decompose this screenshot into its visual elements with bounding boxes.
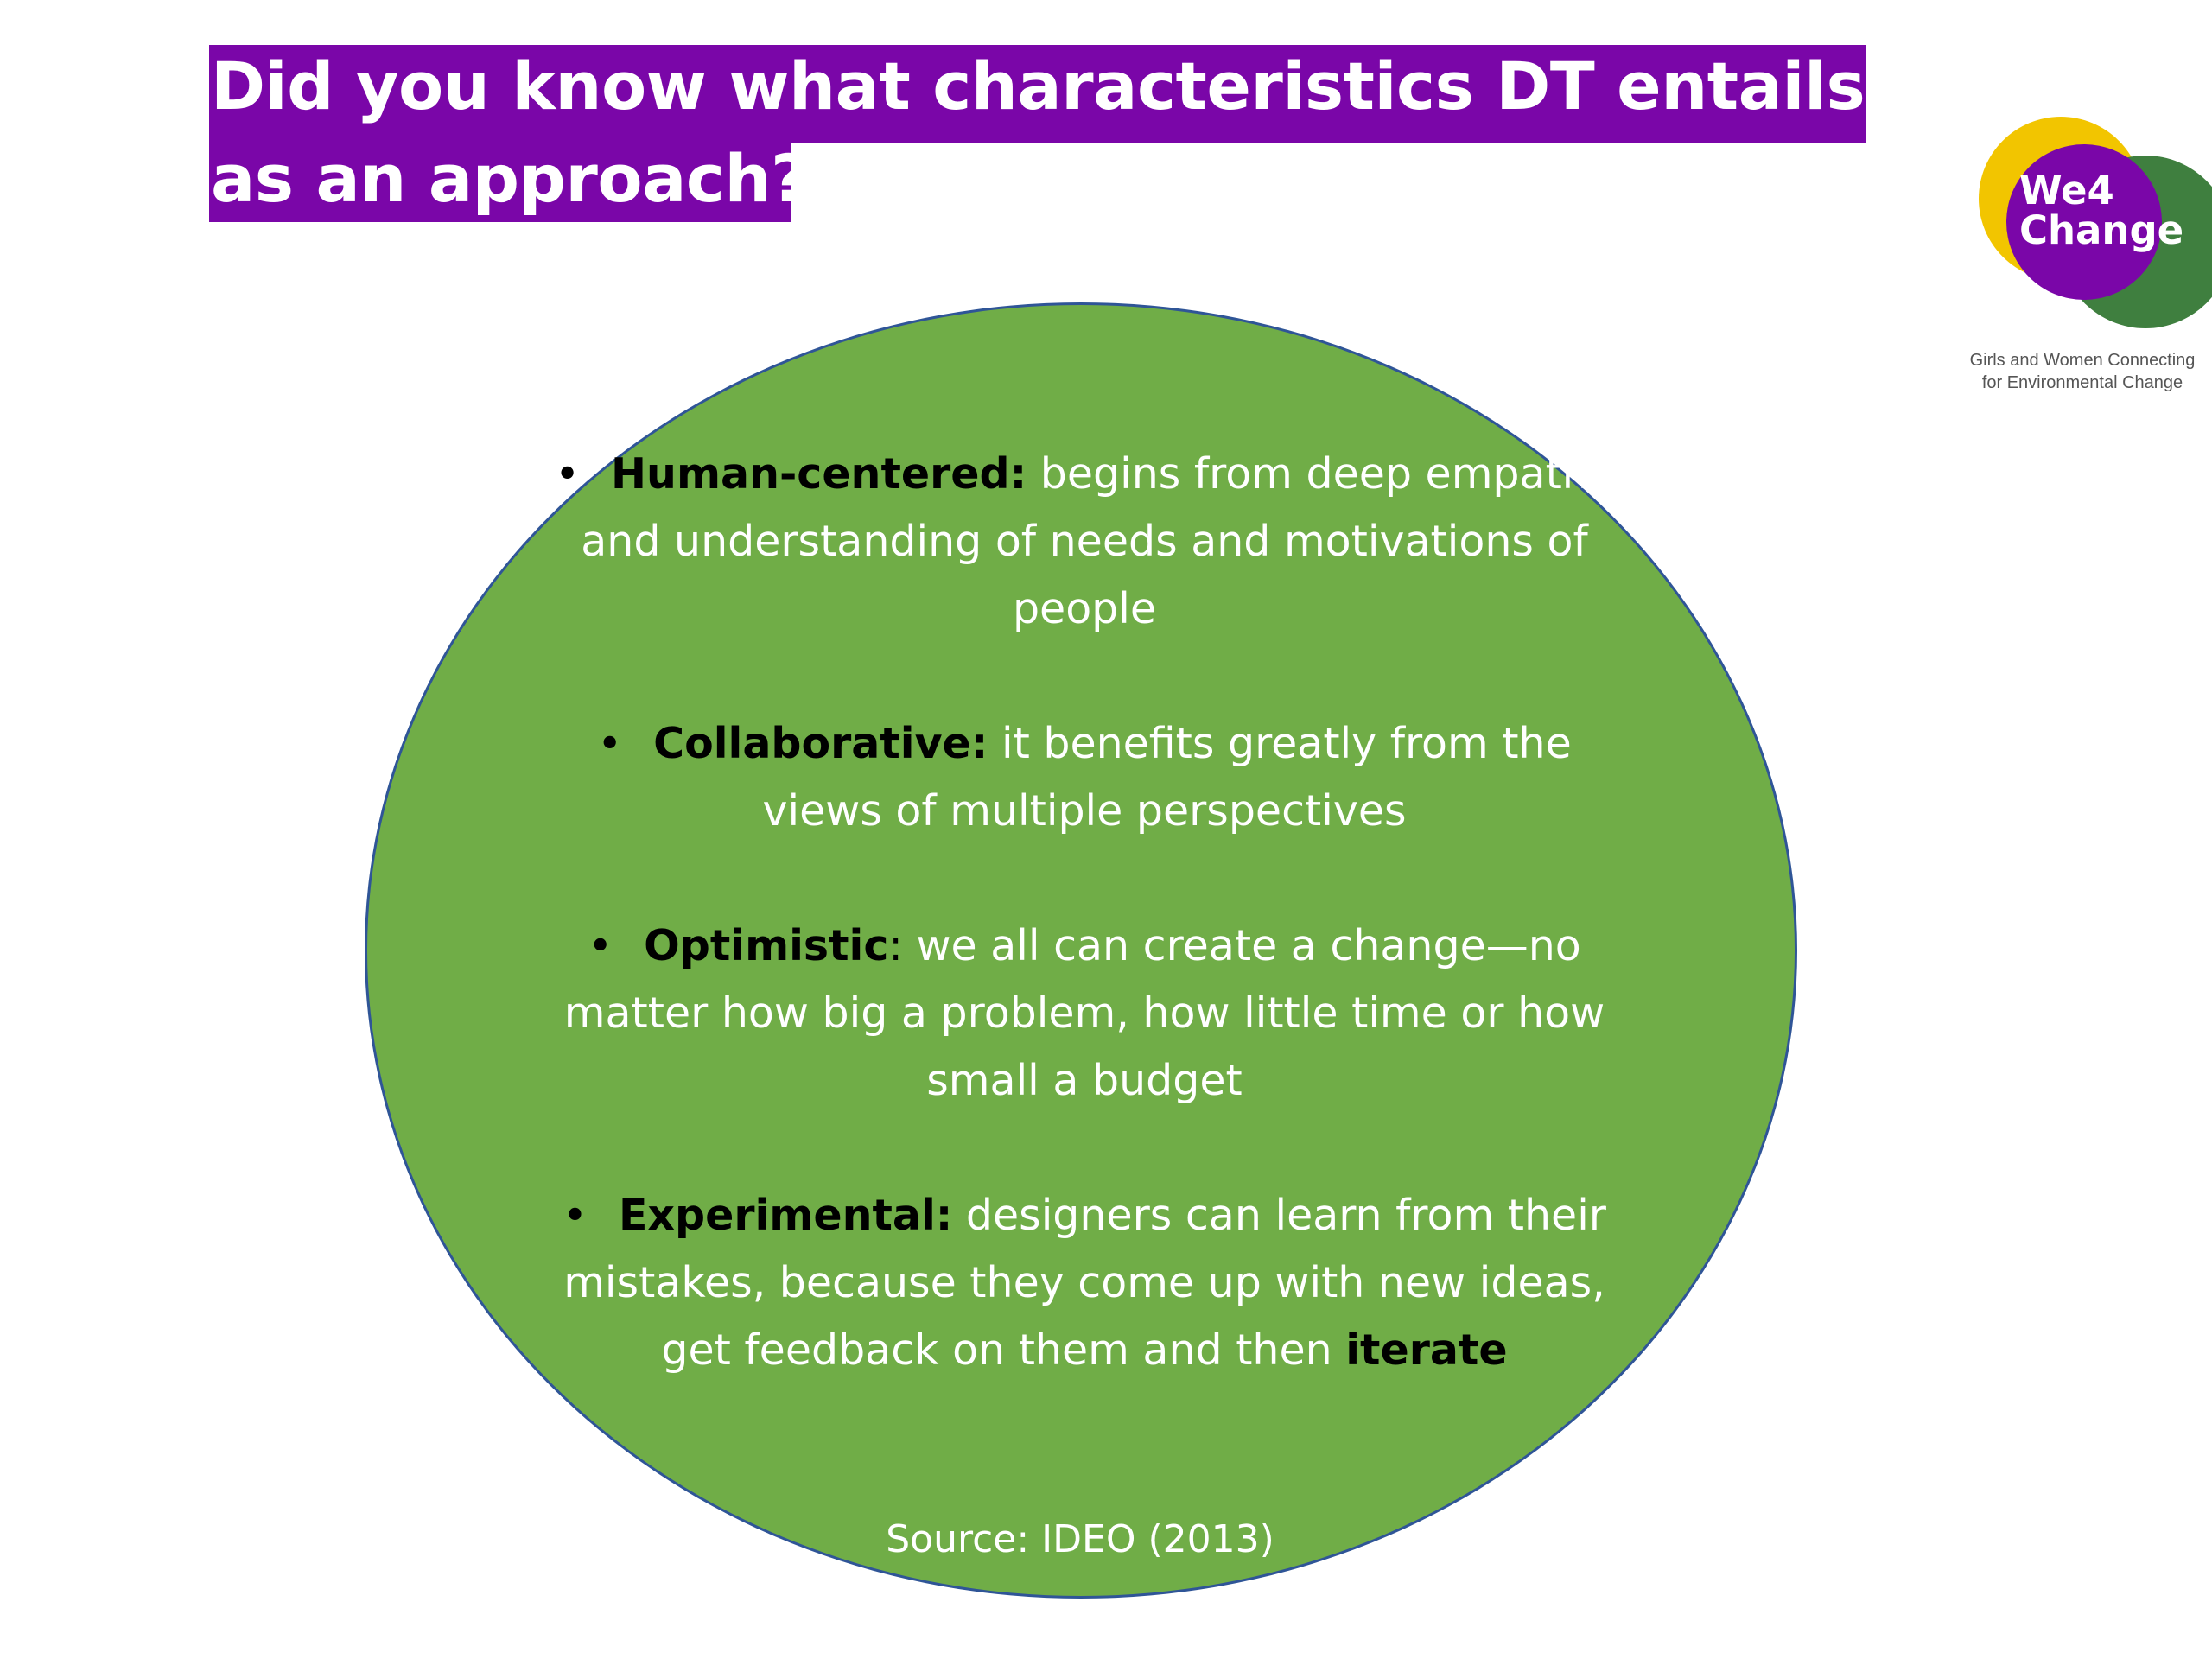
bullet: • xyxy=(588,921,613,970)
list-item-experimental: • Experimental: designers can learn from … xyxy=(553,1182,1616,1384)
logo-tagline: Girls and Women Connecting for Environme… xyxy=(1948,349,2212,394)
bullet: • xyxy=(555,449,581,499)
list-item-optimistic: • Optimistic: we all can create a change—… xyxy=(553,912,1616,1115)
green-ellipse xyxy=(365,302,1797,1599)
slide-title: Did you know what characteristics DT ent… xyxy=(209,45,1868,226)
logo-circles-icon xyxy=(1979,117,2212,328)
bullet: • xyxy=(563,1191,588,1240)
list-item-human-centered: • Human-centered: begins from deep empath… xyxy=(553,441,1616,643)
logo-word-line-1: We4 xyxy=(2019,168,2114,213)
logo-word-line-2: Change xyxy=(2019,207,2184,253)
description-human-centered: begins from deep empathy and understandi… xyxy=(581,449,1614,633)
title-line-2: as an approach? xyxy=(209,143,809,222)
logo-wordmark: We4 Change xyxy=(2019,171,2183,251)
term-optimistic-colon: : xyxy=(888,921,903,970)
list-item-collaborative: • Collaborative: it benefits greatly from… xyxy=(553,710,1616,845)
logo-tagline-line-2: for Environmental Change xyxy=(1981,373,2183,392)
source-citation: Source: IDEO (2013) xyxy=(886,1517,1274,1561)
term-collaborative: Collaborative: xyxy=(653,719,988,768)
term-experimental: Experimental: xyxy=(618,1191,953,1240)
description-collaborative: it benefits greatly from the views of mu… xyxy=(762,719,1572,836)
we4change-logo: We4 Change Girls and Women Connecting fo… xyxy=(1948,104,2212,406)
description-optimistic: we all can create a change—no matter how… xyxy=(563,921,1605,1105)
logo-tagline-line-1: Girls and Women Connecting xyxy=(1969,351,2196,370)
term-human-centered: Human-centered: xyxy=(611,449,1027,499)
title-line-1: Did you know what characteristics DT ent… xyxy=(209,45,1866,143)
description-experimental: designers can learn from their mistakes,… xyxy=(563,1191,1606,1375)
bullet: • xyxy=(597,719,623,768)
emphasis-iterate: iterate xyxy=(1345,1325,1508,1375)
term-optimistic: Optimistic xyxy=(644,921,889,970)
characteristics-list: • Human-centered: begins from deep empath… xyxy=(553,441,1616,1384)
